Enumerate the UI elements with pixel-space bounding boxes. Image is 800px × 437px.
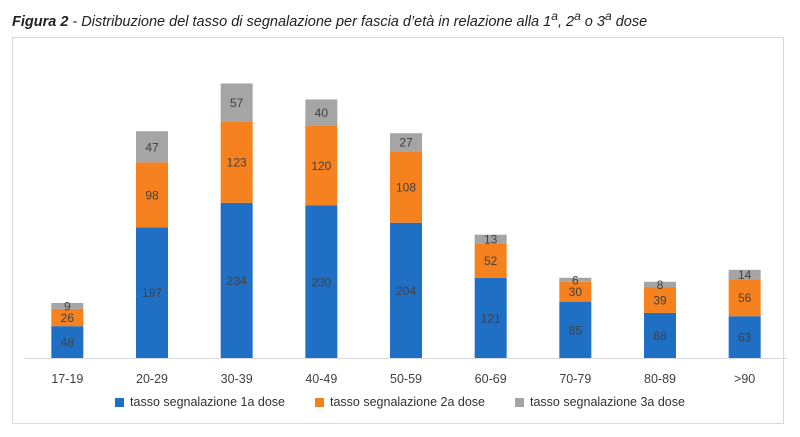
data-label-dose-1-60-69: 121 xyxy=(481,311,501,325)
bar-dose-3-50-59 xyxy=(390,133,422,152)
legend-label-dose-2: tasso segnalazione 2a dose xyxy=(330,395,485,409)
bar-dose-1-20-29 xyxy=(136,227,168,358)
data-label-dose-3-60-69: 13 xyxy=(484,232,498,246)
bar-dose-2-70-79 xyxy=(559,281,592,302)
x-tick-label-80-89: 80-89 xyxy=(644,372,676,386)
caption-sup-1: a xyxy=(551,9,558,23)
data-label-dose-2-70-79: 30 xyxy=(569,285,583,299)
chart-frame xyxy=(12,37,784,424)
bar-dose-2-30-39 xyxy=(220,121,253,203)
bar-dose-3-20-29 xyxy=(136,131,168,163)
data-label-dose-2-40-49: 120 xyxy=(311,159,331,173)
x-tick-label-70-79: 70-79 xyxy=(559,372,591,386)
data-label-dose-2-60-69: 52 xyxy=(484,254,498,268)
bar-dose-3-60-69 xyxy=(474,234,507,244)
bar-dose-1-50-59 xyxy=(390,222,422,358)
data-label-dose-1-40-49: 230 xyxy=(311,275,331,289)
bar-dose-1-17-19 xyxy=(51,326,84,358)
caption-mid-1: , 2 xyxy=(557,13,575,30)
bar-dose-1-70-79 xyxy=(559,301,592,358)
data-label-dose-2-30-39: 123 xyxy=(227,156,247,170)
x-tick-label-50-59: 50-59 xyxy=(390,372,422,386)
bar-dose-3-40-49 xyxy=(305,99,338,126)
bar-dose-1-40-49 xyxy=(305,205,338,358)
data-label-dose-1-20-29: 197 xyxy=(142,286,162,300)
data-label-dose-2-80-89: 39 xyxy=(653,293,667,307)
x-tick-label-20-29: 20-29 xyxy=(136,372,168,386)
legend-item-dose-2: tasso segnalazione 2a dose xyxy=(315,395,485,409)
figure-label: Figura 2 xyxy=(12,13,69,30)
caption-end: dose xyxy=(611,13,648,30)
data-label-dose-1-30-39: 234 xyxy=(227,274,247,288)
x-tick-label->90: >90 xyxy=(734,372,755,386)
bar-dose-3-70-79 xyxy=(559,277,592,282)
data-label-dose-3-40-49: 40 xyxy=(315,106,329,120)
bar-dose-2->90 xyxy=(728,279,761,317)
data-label-dose-1-80-89: 68 xyxy=(653,329,667,343)
legend-swatch-dose-3 xyxy=(514,397,524,407)
bar-dose-3-30-39 xyxy=(220,83,253,122)
data-label-dose-1->90: 63 xyxy=(738,331,752,345)
data-label-dose-3-80-89: 8 xyxy=(657,278,664,292)
chart-legend: tasso segnalazione 1a dose tasso segnala… xyxy=(0,395,800,409)
bar-dose-3-17-19 xyxy=(51,302,84,309)
caption-text: - Distribuzione del tasso di segnalazion… xyxy=(68,13,552,30)
data-label-dose-3-30-39: 57 xyxy=(230,96,244,110)
data-label-dose-2-17-19: 26 xyxy=(61,311,75,325)
bar-dose-2-40-49 xyxy=(305,125,338,206)
legend-label-dose-1: tasso segnalazione 1a dose xyxy=(130,395,285,409)
caption-sup-2: a xyxy=(574,9,581,23)
legend-label-dose-3: tasso segnalazione 3a dose xyxy=(529,395,685,409)
data-label-dose-1-50-59: 204 xyxy=(396,284,416,298)
caption-sup-3: a xyxy=(604,9,612,23)
data-label-dose-2->90: 56 xyxy=(738,291,752,305)
data-label-dose-3->90: 14 xyxy=(738,268,752,282)
bar-dose-2-20-29 xyxy=(136,162,168,228)
data-label-dose-3-70-79: 6 xyxy=(572,273,579,287)
data-label-dose-1-70-79: 85 xyxy=(569,323,583,337)
caption-mid-2: o 3 xyxy=(580,13,605,30)
bar-dose-2-80-89 xyxy=(644,287,676,313)
bar-dose-1-30-39 xyxy=(220,202,253,358)
data-label-dose-2-20-29: 98 xyxy=(145,188,159,202)
bar-dose-2-17-19 xyxy=(51,308,84,327)
bar-dose-2-60-69 xyxy=(474,243,507,278)
legend-item-dose-3: tasso segnalazione 3a dose xyxy=(514,395,685,409)
bar-dose-1-80-89 xyxy=(644,312,676,358)
bar-dose-1-60-69 xyxy=(474,277,507,358)
data-label-dose-1-17-19: 48 xyxy=(61,336,75,350)
figure-caption: Figura 2 - Distribuzione del tasso di se… xyxy=(12,9,647,30)
x-tick-label-17-19: 17-19 xyxy=(51,372,83,386)
legend-item-dose-1: tasso segnalazione 1a dose xyxy=(115,395,285,409)
x-tick-label-30-39: 30-39 xyxy=(221,372,253,386)
data-label-dose-3-50-59: 27 xyxy=(399,136,413,150)
x-tick-label-40-49: 40-49 xyxy=(305,372,337,386)
data-label-dose-3-20-29: 47 xyxy=(145,140,159,154)
x-tick-label-60-69: 60-69 xyxy=(475,372,507,386)
bar-dose-3->90 xyxy=(728,269,761,280)
legend-swatch-dose-2 xyxy=(315,397,324,407)
bar-dose-3-80-89 xyxy=(644,281,676,288)
legend-swatch-dose-1 xyxy=(115,397,125,407)
data-label-dose-2-50-59: 108 xyxy=(396,180,416,194)
bar-dose-1->90 xyxy=(728,316,761,358)
data-label-dose-3-17-19: 9 xyxy=(64,299,71,313)
bar-dose-2-50-59 xyxy=(390,151,422,223)
